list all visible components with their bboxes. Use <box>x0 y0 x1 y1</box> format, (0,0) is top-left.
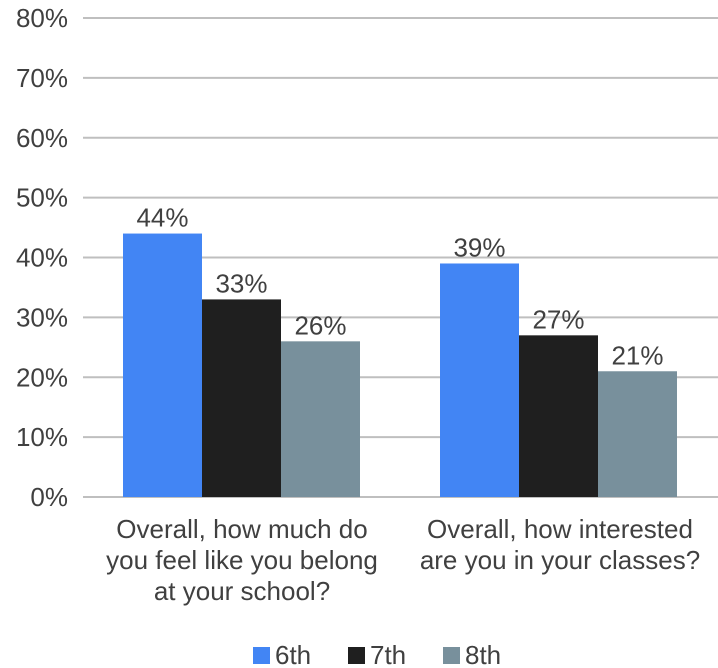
y-tick-label: 0% <box>30 482 68 512</box>
y-tick-label: 20% <box>16 362 68 392</box>
bar-7th-1 <box>202 299 281 497</box>
bars <box>123 233 677 498</box>
y-tick-label: 10% <box>16 422 68 452</box>
y-tick-label: 30% <box>16 302 68 332</box>
legend-label-7th: 7th <box>370 640 406 668</box>
y-tick-label: 50% <box>16 183 68 213</box>
y-tick-label: 40% <box>16 243 68 273</box>
bar-6th-2 <box>440 263 519 497</box>
y-tick-label: 80% <box>16 3 68 33</box>
bar-7th-2 <box>519 335 598 497</box>
data-label: 21% <box>611 340 663 370</box>
legend-label-6th: 6th <box>275 640 311 668</box>
legend: 6th 7th 8th <box>253 640 501 668</box>
bar-8th-2 <box>598 371 677 497</box>
y-tick-label: 60% <box>16 123 68 153</box>
category-label: Overall, how interested are you in your c… <box>420 514 700 575</box>
data-label: 33% <box>215 268 267 298</box>
y-tick-label: 70% <box>16 63 68 93</box>
data-label: 26% <box>294 310 346 340</box>
legend-swatch-7th <box>348 647 365 664</box>
legend-swatch-6th <box>253 647 270 664</box>
legend-swatch-8th <box>443 647 460 664</box>
data-labels: 44% 39% 33% 27% 26% 21% <box>136 203 663 371</box>
category-labels: Overall, how much do you feel like you be… <box>106 514 700 606</box>
y-axis-tick-labels: 0% 10% 20% 30% 40% 50% 60% 70% 80% <box>16 3 68 512</box>
data-label: 27% <box>532 304 584 334</box>
legend-label-8th: 8th <box>465 640 501 668</box>
bar-8th-1 <box>281 341 360 497</box>
category-label: Overall, how much do you feel like you be… <box>106 514 378 606</box>
data-label: 44% <box>136 203 188 233</box>
bar-6th-1 <box>123 233 202 498</box>
data-label: 39% <box>453 232 505 262</box>
